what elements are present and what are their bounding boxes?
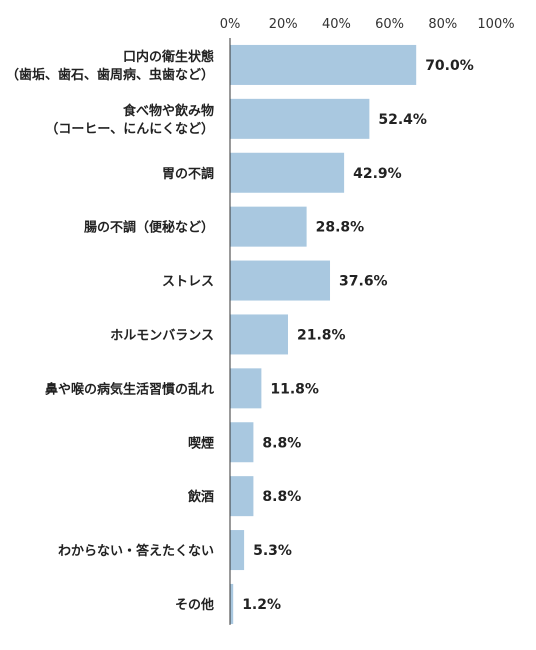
x-tick-label: 20% [269, 17, 298, 32]
value-labels: 70.0% 52.4% 42.9% 28.8% 37.6% 21.8% 11.8% 8.8% 8… [242, 58, 474, 613]
category-label: 胃の不調 [162, 166, 214, 182]
bar [230, 368, 262, 409]
bar [230, 314, 288, 355]
value-label: 11.8% [270, 381, 319, 397]
bar [230, 530, 245, 571]
category-label: 喫煙 [188, 435, 214, 451]
category-label: 飲酒 [187, 489, 214, 505]
bar [230, 422, 254, 463]
value-label: 52.4% [378, 112, 427, 128]
category-label: 口内の衛生状態（歯垢、歯石、歯周病、虫歯など） [6, 49, 214, 83]
category-label: その他 [175, 597, 214, 613]
value-label: 8.8% [262, 489, 301, 505]
value-label: 70.0% [425, 58, 474, 74]
bar [230, 44, 417, 85]
bar [230, 152, 345, 193]
value-label: 42.9% [353, 166, 402, 182]
bar [230, 260, 331, 301]
bar [230, 206, 307, 247]
value-label: 21.8% [297, 327, 346, 343]
value-label: 1.2% [242, 597, 281, 613]
bar [230, 583, 234, 624]
x-tick-label: 60% [375, 17, 404, 32]
category-label: 腸の不調（便秘など） [84, 220, 214, 236]
category-label: 食べ物や飲み物（コーヒー、にんにくなど） [45, 103, 214, 137]
x-tick-label: 80% [428, 17, 457, 32]
category-label: ストレス [162, 275, 214, 290]
x-tick-label: 40% [322, 17, 351, 32]
category-labels: 口内の衛生状態（歯垢、歯石、歯周病、虫歯など） 食べ物や飲み物（コーヒー、にんにく… [6, 49, 214, 613]
value-label: 5.3% [253, 543, 292, 559]
bar [230, 476, 254, 517]
category-label: 鼻や喉の病気生活習慣の乱れ [45, 381, 214, 397]
bar [230, 98, 370, 139]
category-label: わからない・答えたくない [58, 543, 214, 559]
x-axis-ticks: 0% 20% 40% 60% 80% 100% [220, 17, 515, 32]
value-label: 28.8% [316, 220, 365, 236]
bars [230, 44, 417, 624]
value-label: 37.6% [339, 274, 388, 290]
value-label: 8.8% [262, 435, 301, 451]
category-label: ホルモンバランス [110, 328, 214, 343]
x-tick-label: 0% [220, 17, 241, 32]
x-tick-label: 100% [477, 17, 514, 32]
